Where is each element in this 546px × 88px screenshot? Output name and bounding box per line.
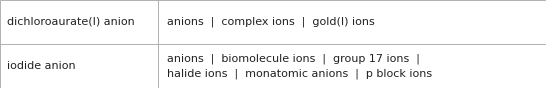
Text: anions  |  biomolecule ions  |  group 17 ions  |
halide ions  |  monatomic anion: anions | biomolecule ions | group 17 ion… — [167, 53, 432, 79]
Text: iodide anion: iodide anion — [7, 61, 75, 71]
Text: dichloroaurate(I) anion: dichloroaurate(I) anion — [7, 17, 134, 27]
Text: anions  |  complex ions  |  gold(I) ions: anions | complex ions | gold(I) ions — [167, 17, 374, 27]
